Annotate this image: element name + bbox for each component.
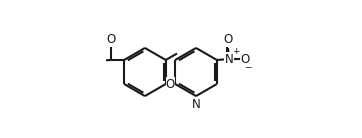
- Text: O: O: [166, 78, 175, 91]
- Text: O: O: [241, 53, 250, 66]
- Text: O: O: [106, 33, 115, 46]
- Text: −: −: [244, 62, 251, 71]
- Text: +: +: [232, 47, 239, 56]
- Text: N: N: [225, 53, 233, 66]
- Text: N: N: [191, 98, 201, 111]
- Text: O: O: [223, 33, 233, 47]
